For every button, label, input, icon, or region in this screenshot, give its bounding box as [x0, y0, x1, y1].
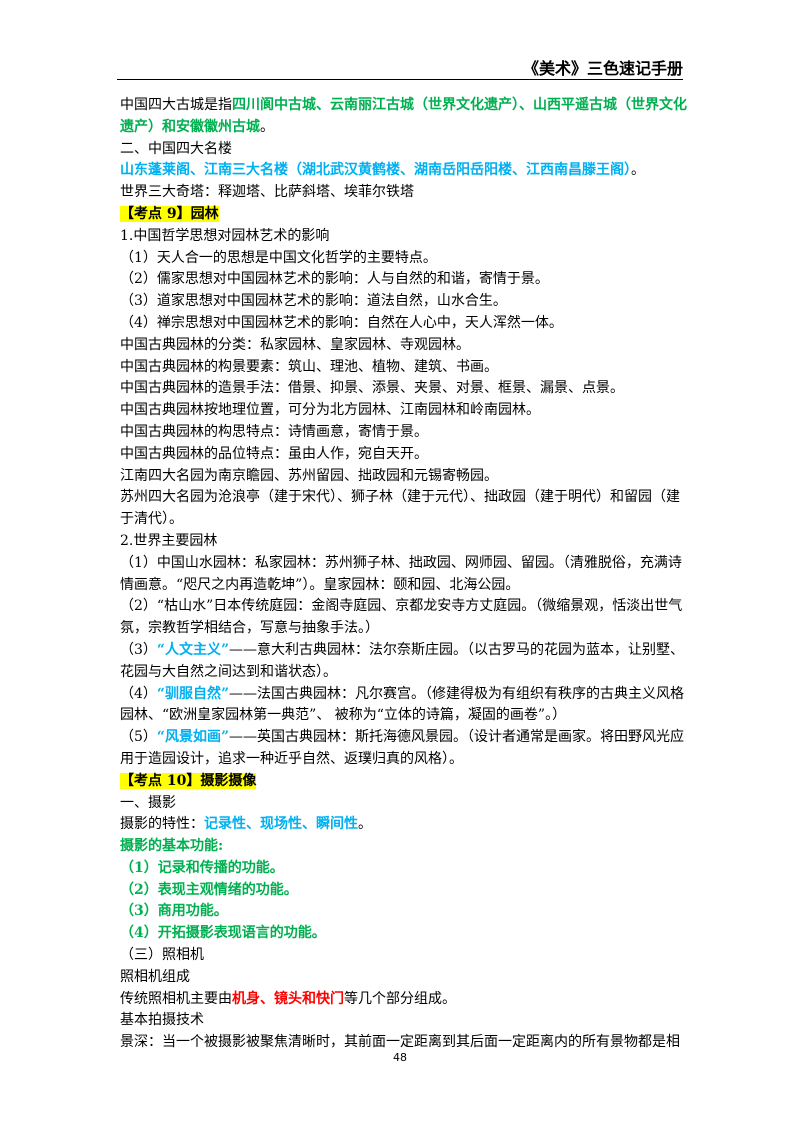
text-line: 一、摄影 — [120, 793, 690, 815]
text-span: 。 — [631, 162, 645, 179]
text-span: 2.世界主要园林 — [120, 532, 218, 549]
text-line: 景深：当一个被摄影被聚焦清晰时，其前面一定距离到其后面一定距离内的所有景物都是相 — [120, 1032, 690, 1054]
page-number: 48 — [393, 1051, 407, 1064]
text-line: 【考点 10】摄影摄像 — [120, 771, 690, 793]
text-span: （3）道家思想对中国园林艺术的影响：道法自然，山水合生。 — [120, 293, 507, 310]
text-line: （5）“风景如画”——英国古典园林：斯托海德风景园。（设计者通常是画家。将田野风… — [120, 727, 690, 771]
text-span: 中国古典园林的造景手法：借景、抑景、添景、夹景、对景、框景、漏景、点景。 — [120, 380, 624, 397]
text-line: 基本拍摄技术 — [120, 1010, 690, 1032]
text-span: （4） — [120, 685, 157, 702]
text-line: （2）儒家思想对中国园林艺术的影响：人与自然的和谐，寄情于景。 — [120, 269, 690, 291]
text-span: 中国古典园林按地理位置，可分为北方园林、江南园林和岭南园林。 — [120, 402, 540, 419]
text-span: 二、中国四大名楼 — [120, 140, 232, 157]
text-span: （1）中国山水园林：私家园林：苏州狮子林、拙政园、网师园、留园。（清雅脱俗，充满… — [120, 554, 682, 593]
text-line: 中国古典园林的构景要素：筑山、理池、植物、建筑、书画。 — [120, 357, 690, 379]
text-span: 苏州四大名园为沧浪亭（建于宋代）、狮子林（建于元代）、拙政园（建于明代）和留园（… — [120, 489, 680, 528]
text-span: （1）天人合一的思想是中国文化哲学的主要特点。 — [120, 249, 437, 266]
text-span: 中国古典园林的品位特点：虽由人作，宛自天开。 — [120, 445, 428, 462]
text-line: 苏州四大名园为沧浪亭（建于宋代）、狮子林（建于元代）、拙政园（建于明代）和留园（… — [120, 487, 690, 531]
text-span: （5） — [120, 729, 157, 746]
text-span: 中国四大古城是指 — [120, 97, 232, 113]
text-span: 1.中国哲学思想对园林艺术的影响 — [120, 227, 330, 244]
emphasis-green: （4）开拓摄影表现语言的功能。 — [120, 925, 326, 942]
text-line: 2.世界主要园林 — [120, 531, 690, 553]
header-title: 《美术》三色速记手册 — [522, 59, 683, 78]
emphasis-blue: “风景如画” — [156, 729, 230, 746]
text-span: 景深：当一个被摄影被聚焦清晰时，其前面一定距离到其后面一定距离内的所有景物都是相 — [120, 1034, 680, 1051]
text-span: 传统照相机主要由 — [120, 990, 232, 1007]
text-line: （1）中国山水园林：私家园林：苏州狮子林、拙政园、网师园、留园。（清雅脱俗，充满… — [120, 553, 690, 597]
text-line: （2）表现主观情绪的功能。 — [120, 880, 690, 902]
text-span: ——英国古典园林：斯托海德风景园。（设计者通常是画家。将田野风光应用于造园设计，… — [120, 729, 685, 767]
text-span: 摄影的特性： — [120, 816, 204, 833]
emphasis-red: 机身、镜头和快门 — [232, 990, 344, 1007]
text-span: （3） — [120, 641, 157, 658]
document-body: 中国四大古城是指四川阆中古城、云南丽江古城（世界文化遗产）、山西平遥古城（世界文… — [120, 95, 690, 1054]
text-line: （1）天人合一的思想是中国文化哲学的主要特点。 — [120, 248, 690, 270]
emphasis-blue: 山东蓬莱阁、江南三大名楼（湖北武汉黄鹤楼、湖南岳阳岳阳楼、江西南昌滕王阁） — [120, 162, 631, 179]
text-line: （2）“枯山水”日本传统庭园：金阁寺庭园、京都龙安寺方丈庭园。（微缩景观，恬淡出… — [120, 596, 690, 640]
text-line: （3）道家思想对中国园林艺术的影响：道法自然，山水合生。 — [120, 291, 690, 313]
text-line: （4）“驯服自然”——法国古典园林：凡尔赛宫。（修建得极为有组织有秩序的古典主义… — [120, 684, 690, 728]
text-span: 一、摄影 — [120, 794, 176, 811]
text-span: （4）禅宗思想对中国园林艺术的影响：自然在人心中，天人浑然一体。 — [120, 314, 563, 331]
text-line: （1）记录和传播的功能。 — [120, 858, 690, 880]
text-line: （三）照相机 — [120, 945, 690, 967]
text-span: （2）儒家思想对中国园林艺术的影响：人与自然的和谐，寄情于景。 — [120, 271, 549, 288]
emphasis-green: （2）表现主观情绪的功能。 — [120, 881, 298, 898]
text-span: 中国古典园林的构思特点：诗情画意，寄情于景。 — [120, 423, 428, 440]
text-line: 中国四大古城是指四川阆中古城、云南丽江古城（世界文化遗产）、山西平遥古城（世界文… — [120, 95, 690, 139]
emphasis-blue: “驯服自然” — [156, 685, 230, 702]
text-span: 。 — [260, 118, 274, 135]
text-span: 中国古典园林的分类：私家园林、皇家园林、寺观园林。 — [120, 336, 470, 353]
emphasis-green: （3）商用功能。 — [120, 903, 228, 920]
text-line: 照相机组成 — [120, 967, 690, 989]
text-line: 摄影的基本功能: — [120, 836, 690, 858]
text-span: 等几个部分组成。 — [344, 990, 456, 1007]
text-line: 世界三大奇塔：释迦塔、比萨斜塔、埃菲尔铁塔 — [120, 182, 690, 204]
text-line: 【考点 9】园林 — [120, 204, 690, 226]
text-line: 中国古典园林按地理位置，可分为北方园林、江南园林和岭南园林。 — [120, 400, 690, 422]
text-span: ——意大利古典园林：法尔奈斯庄园。（以古罗马的花园为蓝本，让别墅、花园与大自然之… — [120, 641, 685, 680]
text-line: （3）“人文主义”——意大利古典园林：法尔奈斯庄园。（以古罗马的花园为蓝本，让别… — [120, 640, 690, 684]
text-line: 中国古典园林的分类：私家园林、皇家园林、寺观园林。 — [120, 335, 690, 357]
emphasis-hl: 【考点 10】摄影摄像 — [120, 772, 257, 789]
text-line: （3）商用功能。 — [120, 901, 690, 923]
text-line: 二、中国四大名楼 — [120, 139, 690, 161]
text-span: ——法国古典园林：凡尔赛宫。（修建得极为有组织有秩序的古典主义风格园林、“欧洲皇… — [120, 685, 685, 724]
text-line: 摄影的特性：记录性、现场性、瞬间性。 — [120, 814, 690, 836]
text-span: （2）“枯山水”日本传统庭园：金阁寺庭园、京都龙安寺方丈庭园。（微缩景观，恬淡出… — [120, 598, 683, 637]
text-span: 江南四大名园为南京瞻园、苏州留园、拙政园和元锡寄畅园。 — [120, 467, 498, 484]
text-line: 中国古典园林的品位特点：虽由人作，宛自天开。 — [120, 444, 690, 466]
text-span: 照相机组成 — [120, 968, 190, 985]
text-span: 中国古典园林的构景要素：筑山、理池、植物、建筑、书画。 — [120, 358, 498, 375]
emphasis-blue: 记录性、现场性、瞬间性 — [204, 816, 358, 833]
text-span: 基本拍摄技术 — [120, 1012, 204, 1029]
text-line: （4）开拓摄影表现语言的功能。 — [120, 923, 690, 945]
text-line: 传统照相机主要由机身、镜头和快门等几个部分组成。 — [120, 989, 690, 1011]
text-span: 世界三大奇塔：释迦塔、比萨斜塔、埃菲尔铁塔 — [120, 184, 414, 201]
text-line: 1.中国哲学思想对园林艺术的影响 — [120, 226, 690, 248]
text-line: （4）禅宗思想对中国园林艺术的影响：自然在人心中，天人浑然一体。 — [120, 313, 690, 335]
text-line: 江南四大名园为南京瞻园、苏州留园、拙政园和元锡寄畅园。 — [120, 466, 690, 488]
emphasis-green: 摄影的基本功能: — [120, 838, 224, 855]
text-span: 。 — [358, 816, 372, 833]
text-line: 中国古典园林的构思特点：诗情画意，寄情于景。 — [120, 422, 690, 444]
text-span: （三）照相机 — [120, 947, 204, 964]
emphasis-green: （1）记录和传播的功能。 — [120, 859, 284, 876]
emphasis-green: 四川阆中古城、云南丽江古城（世界文化遗产）、山西平遥古城（世界文化遗产）和安徽徽… — [120, 97, 687, 135]
emphasis-hl: 【考点 9】园林 — [120, 205, 219, 222]
emphasis-blue: “人文主义” — [156, 641, 230, 658]
text-line: 中国古典园林的造景手法：借景、抑景、添景、夹景、对景、框景、漏景、点景。 — [120, 378, 690, 400]
header-divider — [117, 79, 683, 80]
text-line: 山东蓬莱阁、江南三大名楼（湖北武汉黄鹤楼、湖南岳阳岳阳楼、江西南昌滕王阁）。 — [120, 160, 690, 182]
